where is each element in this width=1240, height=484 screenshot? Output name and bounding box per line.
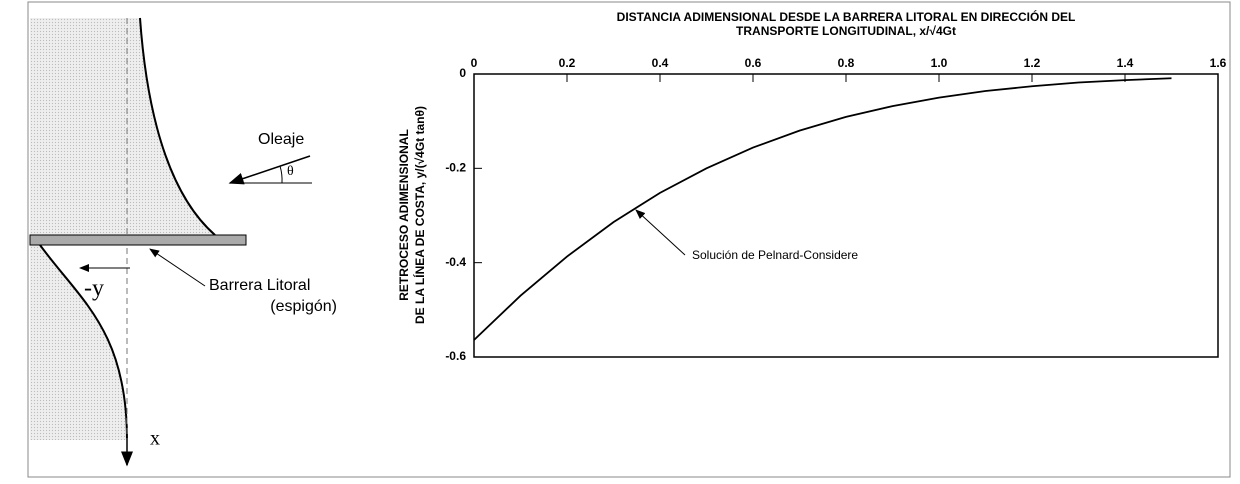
y-tick-label: -0.4 bbox=[445, 255, 466, 269]
axis-label: x bbox=[150, 428, 160, 450]
shoreline-lower bbox=[39, 244, 128, 441]
x-tick-label: 0.4 bbox=[652, 56, 669, 70]
land-lower bbox=[30, 245, 127, 440]
data-line bbox=[473, 77, 1172, 341]
chart-title: TRANSPORTE LONGITUDINAL, x/√4Gt bbox=[736, 24, 956, 38]
barrier-leader bbox=[149, 248, 206, 287]
wave-label: Oleaje bbox=[258, 131, 304, 148]
y-tick-label: -0.2 bbox=[445, 161, 466, 175]
chart-title: DISTANCIA ADIMENSIONAL DESDE LA BARRERA … bbox=[617, 9, 1076, 24]
x-tick-label: 0.8 bbox=[838, 56, 855, 70]
land-upper bbox=[30, 18, 215, 235]
angle-label: θ bbox=[287, 164, 294, 179]
y-tick-label: 0 bbox=[459, 66, 466, 80]
angle-arc bbox=[279, 165, 283, 184]
annotation-leader bbox=[635, 209, 686, 256]
barrier-label: Barrera Litoral bbox=[209, 277, 310, 294]
x-tick-label: 1.2 bbox=[1024, 56, 1041, 70]
y-axis-label: RETROCESO ADIMENSIONAL bbox=[397, 129, 411, 301]
barrier bbox=[29, 234, 247, 246]
diagram: Oleaje θ -y Barrera Litoral (espigón) x bbox=[29, 17, 337, 467]
y-tick-label: -0.6 bbox=[445, 349, 466, 363]
y-axis-label: DE LA LÍNEA DE COSTA, y/(√4Gt tanθ) bbox=[412, 106, 427, 324]
frame bbox=[27, 1, 1231, 478]
shoreline-upper bbox=[139, 17, 216, 236]
annotation: Solución de Pelnard-Considere bbox=[692, 248, 858, 262]
x-tick-label: 0.2 bbox=[559, 56, 576, 70]
x-tick-label: 0.6 bbox=[745, 56, 762, 70]
barrier-note: (espigón) bbox=[270, 298, 337, 315]
wave-arrow bbox=[228, 155, 311, 185]
x-tick-label: 1.6 bbox=[1210, 56, 1227, 70]
x-tick-label: 0 bbox=[471, 56, 478, 70]
offset-label: -y bbox=[84, 276, 104, 302]
x-tick-label: 1.0 bbox=[931, 56, 948, 70]
x-tick-label: 1.4 bbox=[1117, 56, 1134, 70]
